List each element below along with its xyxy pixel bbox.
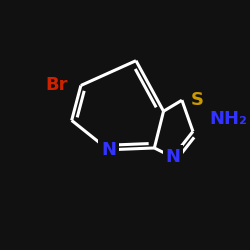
Text: NH₂: NH₂ (210, 110, 247, 128)
Text: S: S (191, 91, 204, 109)
Text: N: N (101, 141, 116, 159)
Text: Br: Br (46, 76, 68, 94)
Text: N: N (165, 148, 180, 166)
